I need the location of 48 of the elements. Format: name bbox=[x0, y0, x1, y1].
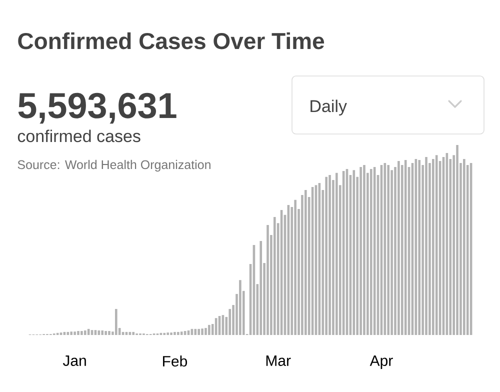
bar bbox=[398, 160, 400, 335]
bar bbox=[266, 224, 269, 335]
bar bbox=[198, 328, 200, 335]
x-tick-label: Feb bbox=[163, 356, 188, 367]
bar bbox=[74, 332, 76, 335]
annotation: Source: World Health Organization bbox=[18, 160, 210, 172]
bar bbox=[294, 200, 296, 335]
bar bbox=[336, 172, 338, 335]
bar bbox=[194, 328, 197, 335]
bar bbox=[101, 330, 104, 335]
bar bbox=[360, 167, 362, 335]
bar bbox=[325, 176, 328, 335]
bar bbox=[114, 308, 118, 335]
bar bbox=[180, 332, 183, 335]
chart-title: Confirmed Cases Over Time bbox=[18, 32, 324, 50]
bar bbox=[104, 331, 107, 335]
x-tick-label: Jan bbox=[62, 356, 86, 366]
bar bbox=[274, 217, 276, 335]
text: confirmed cases bbox=[18, 130, 140, 142]
bar bbox=[418, 160, 421, 335]
text: 5,593,631 bbox=[18, 92, 176, 124]
bar bbox=[463, 159, 466, 335]
bar bbox=[328, 175, 331, 335]
bar bbox=[70, 332, 72, 335]
bar bbox=[370, 168, 372, 335]
bar bbox=[239, 280, 242, 335]
bar bbox=[456, 145, 458, 335]
bar bbox=[432, 159, 434, 335]
bar bbox=[80, 331, 83, 335]
bar bbox=[132, 332, 135, 335]
bar bbox=[208, 324, 210, 335]
bar bbox=[425, 156, 428, 335]
bar bbox=[260, 240, 262, 335]
bar bbox=[228, 308, 232, 335]
x-tick-label: Apr bbox=[370, 356, 393, 369]
text: Daily bbox=[310, 100, 347, 116]
bar bbox=[204, 328, 207, 335]
bar bbox=[387, 164, 390, 335]
bar bbox=[108, 331, 110, 335]
bar bbox=[363, 164, 366, 335]
bar bbox=[77, 331, 80, 335]
bar bbox=[352, 170, 356, 335]
bar bbox=[177, 332, 180, 335]
x-tick-label: Mar bbox=[266, 356, 291, 366]
bar bbox=[201, 328, 204, 335]
bar bbox=[304, 190, 307, 335]
bar bbox=[84, 330, 86, 335]
bar bbox=[174, 332, 176, 335]
